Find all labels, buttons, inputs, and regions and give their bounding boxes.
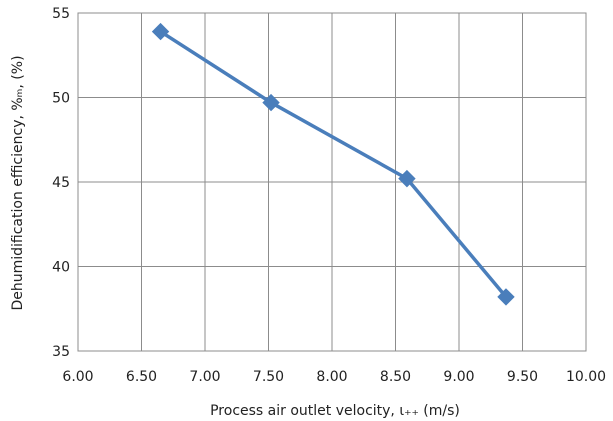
x-tick-label: 8.50 xyxy=(380,369,411,385)
x-tick-labels: 6.00 6.50 7.00 7.50 8.00 8.50 9.00 9.50 10.00 xyxy=(62,369,606,385)
x-tick-label: 6.50 xyxy=(126,369,157,385)
y-tick-label: 45 xyxy=(52,175,70,191)
series-layer xyxy=(151,22,515,306)
data-point-marker xyxy=(497,288,515,306)
x-tick-label: 9.50 xyxy=(507,369,538,385)
x-tick-label: 6.00 xyxy=(62,369,93,385)
y-tick-label: 55 xyxy=(52,6,70,22)
series-line xyxy=(158,29,508,299)
y-tick-label: 50 xyxy=(52,91,70,107)
x-tick-label: 8.00 xyxy=(316,369,347,385)
x-tick-label: 7.50 xyxy=(253,369,284,385)
plot-frame xyxy=(77,12,587,352)
x-axis-title: Process air outlet velocity, ɩ₊₊ (m/s) xyxy=(210,403,460,419)
y-tick-label: 35 xyxy=(52,344,70,360)
data-point-marker xyxy=(262,93,280,112)
data-point-marker xyxy=(151,22,170,41)
y-axis-title: Dehumidification efficiency, %ₘ, (%) xyxy=(10,55,26,310)
y-tick-labels: 35 40 45 50 55 xyxy=(52,6,70,360)
y-tick-label: 40 xyxy=(52,260,70,276)
x-tick-label: 7.00 xyxy=(189,369,220,385)
data-point-marker xyxy=(398,169,416,188)
x-tick-label: 9.00 xyxy=(443,369,474,385)
x-tick-label: 10.00 xyxy=(566,369,606,385)
plot-area-border xyxy=(77,12,587,352)
